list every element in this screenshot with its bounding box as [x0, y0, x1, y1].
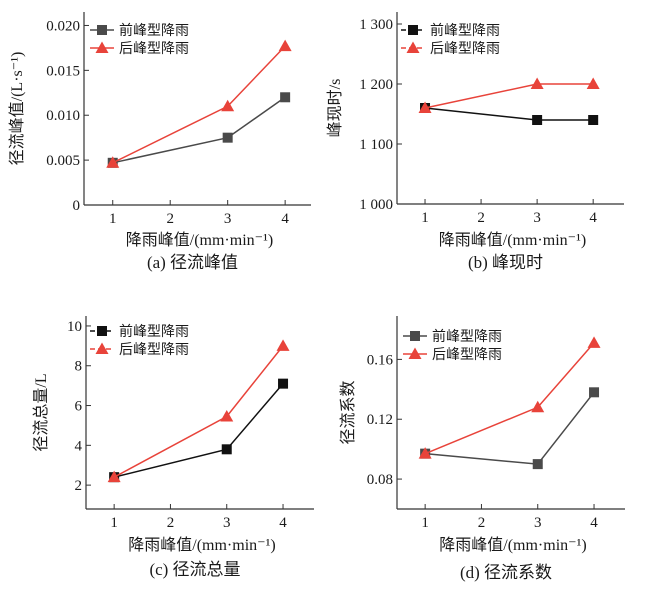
y-tick-label: 10: [67, 319, 82, 335]
panel-caption: (d) 径流系数: [460, 563, 552, 582]
x-tick-label: 3: [223, 515, 231, 531]
y-tick-label: 4: [75, 438, 83, 454]
x-tick-label: 1: [110, 515, 118, 531]
legend-triangle-marker: [406, 41, 420, 53]
legend-triangle-marker: [408, 347, 422, 359]
y-axis-title: 径流系数: [339, 380, 357, 444]
y-tick-label: 0.010: [46, 108, 80, 124]
x-axis-title: 降雨峰值/(mm·min⁻¹): [439, 231, 586, 249]
front-series-line: [424, 107, 594, 121]
rear-series-marker: [531, 400, 545, 413]
legend-square-marker: [410, 331, 420, 341]
legend-triangle-marker: [95, 41, 109, 53]
y-tick-label: 0.015: [46, 63, 80, 79]
chart-panel-a: 1 2 3 4 0 0.005 0.010 0.015 0.020 降雨峰值/(mm·min⁻¹)…: [8, 12, 311, 272]
x-axis-title: 降雨峰值/(mm·min⁻¹): [439, 536, 586, 554]
x-tick-label: 3: [224, 211, 232, 227]
legend-label: 后峰型降雨: [430, 41, 500, 57]
rear-series-marker: [220, 409, 234, 422]
front-series-marker: [588, 115, 599, 125]
y-tick-label: 2: [75, 478, 83, 494]
y-tick-label: 6: [75, 399, 83, 415]
legend-label: 后峰型降雨: [119, 41, 189, 57]
front-series-marker: [589, 387, 600, 398]
x-tick-label: 4: [281, 211, 289, 227]
x-tick-label: 4: [590, 515, 598, 531]
y-axis-title: 径流总量/L: [32, 373, 50, 451]
x-tick-label: 2: [478, 515, 486, 531]
rear-series-line: [424, 83, 594, 109]
y-axis-title: 径流峰值/(L·s⁻¹): [8, 52, 26, 166]
legend-label: 前峰型降雨: [432, 328, 502, 345]
panel-caption: (b) 峰现时: [468, 253, 543, 272]
rear-series-marker: [278, 39, 292, 52]
y-tick-label: 0.005: [46, 153, 80, 169]
x-axis-title: 降雨峰值/(mm·min⁻¹): [128, 536, 275, 554]
x-axis-title: 降雨峰值/(mm·min⁻¹): [126, 231, 273, 249]
x-tick-label: 1: [421, 515, 429, 531]
x-tick-label: 4: [279, 515, 287, 531]
front-series-marker: [532, 459, 543, 470]
legend-square-marker: [97, 25, 107, 35]
x-tick-label: 1: [109, 211, 117, 227]
y-tick-label: 8: [75, 359, 83, 375]
x-tick-label: 1: [421, 210, 429, 226]
x-tick-label: 3: [534, 515, 542, 531]
front-series-line: [112, 96, 286, 164]
y-tick-label: 0.12: [367, 412, 393, 428]
y-tick-label: 0.08: [367, 472, 393, 488]
rear-series-marker: [221, 99, 235, 112]
y-axis-title: 峰现时/s: [326, 79, 344, 138]
rear-series-marker: [418, 101, 432, 113]
rear-series-marker: [418, 447, 432, 459]
front-series-marker: [280, 92, 291, 103]
panel-caption: (c) 径流总量: [149, 560, 240, 579]
x-tick-label: 4: [589, 210, 597, 226]
legend-label: 前峰型降雨: [119, 22, 189, 39]
legend-label: 前峰型降雨: [119, 323, 189, 340]
legend-label: 前峰型降雨: [430, 22, 500, 39]
rear-series-line: [113, 345, 284, 478]
chart-panel-d: 1 2 3 4 0.08 0.12 0.16 降雨峰值/(mm·min⁻¹) 径流系数 (d) 径…: [339, 316, 625, 582]
y-tick-label: 1 200: [359, 77, 393, 93]
front-series-line: [425, 391, 595, 465]
rear-series-line: [112, 45, 286, 164]
legend-square-marker: [97, 326, 107, 336]
front-series-marker: [222, 132, 233, 143]
rear-series-marker: [276, 339, 290, 351]
front-series-marker: [278, 378, 289, 389]
legend-square-marker: [408, 25, 418, 35]
front-series-marker: [221, 444, 232, 455]
x-tick-label: 2: [167, 515, 175, 531]
x-tick-label: 3: [533, 210, 541, 226]
legend-label: 后峰型降雨: [432, 347, 502, 363]
panel-caption: (a) 径流峰值: [147, 253, 238, 272]
y-tick-label: 0.020: [46, 18, 80, 34]
y-tick-label: 1 000: [359, 197, 393, 213]
y-tick-label: 0.16: [367, 352, 394, 368]
rear-series-marker: [106, 156, 120, 168]
x-tick-label: 2: [477, 210, 485, 226]
y-tick-label: 0: [73, 198, 81, 214]
front-series-marker: [532, 115, 543, 125]
rear-series-marker: [587, 336, 601, 348]
rear-series-marker: [107, 470, 121, 483]
rear-series-marker: [530, 77, 544, 89]
chart-panel-b: 1 2 3 4 1 000 1 100 1 200 1 300 降雨峰值/(mm·min⁻¹) 峰…: [326, 12, 624, 272]
y-tick-label: 1 300: [359, 17, 393, 33]
legend-triangle-marker: [95, 342, 109, 354]
y-tick-label: 1 100: [359, 137, 393, 153]
legend-label: 后峰型降雨: [119, 342, 189, 358]
x-tick-label: 2: [166, 211, 174, 227]
rear-series-marker: [586, 77, 600, 89]
chart-panel-c: 1 2 3 4 2 4 6 8 10 降雨峰值/(mm·min⁻¹) 径流总量/L (c) 径流总量 前…: [32, 316, 314, 579]
